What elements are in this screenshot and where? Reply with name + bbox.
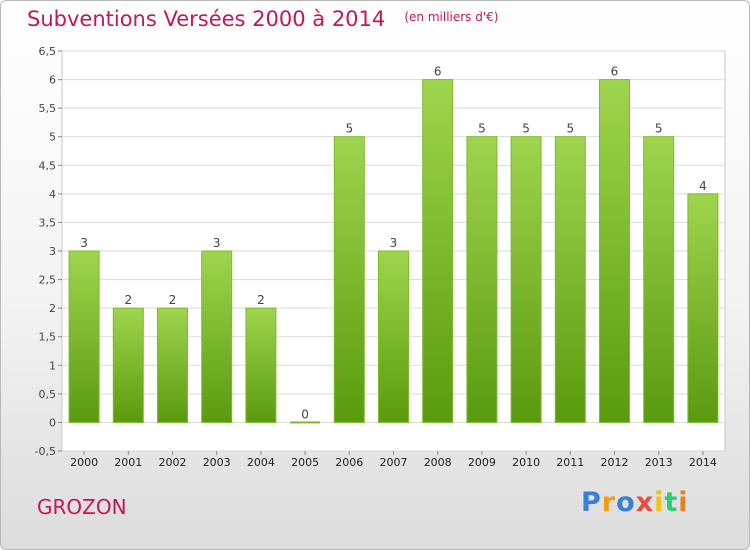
bar <box>157 307 188 423</box>
tick-label-y: 4 <box>49 188 56 201</box>
tick-label-y: -0,5 <box>35 445 56 458</box>
data-label: 2 <box>169 293 177 307</box>
data-label: 4 <box>699 179 707 193</box>
tick-label-y: 0 <box>49 416 56 429</box>
logo-letter: P <box>581 487 602 518</box>
logo-letter: o <box>616 487 636 518</box>
logo-letter: i <box>654 487 665 518</box>
tick-label-y: 2,5 <box>39 274 57 287</box>
logo-letter: t <box>664 487 679 518</box>
tick-label-x: 2001 <box>114 456 142 469</box>
tick-label-x: 2006 <box>335 456 363 469</box>
tick-label-x: 2010 <box>512 456 540 469</box>
data-label: 6 <box>611 65 619 79</box>
tick-label-x: 2008 <box>424 456 452 469</box>
chart-title: Subventions Versées 2000 à 2014 <box>27 7 386 31</box>
data-label: 5 <box>478 122 486 136</box>
bar <box>68 250 100 423</box>
bar <box>333 136 365 423</box>
tick-label-x: 2004 <box>247 456 275 469</box>
data-label: 3 <box>80 236 88 250</box>
tick-label-y: 3,5 <box>39 216 57 229</box>
tick-label-x: 2011 <box>556 456 584 469</box>
tick-label-x: 2002 <box>159 456 187 469</box>
bar <box>687 193 719 423</box>
chart-unit-note: (en milliers d'€) <box>404 10 499 24</box>
tick-label-x: 2005 <box>291 456 319 469</box>
data-label: 3 <box>213 236 221 250</box>
tick-label-x: 2013 <box>645 456 673 469</box>
tick-label-y: 6 <box>49 74 56 87</box>
bar <box>643 136 675 423</box>
tick-label-x: 2003 <box>203 456 231 469</box>
tick-label-y: 0,5 <box>39 388 57 401</box>
bar <box>245 307 277 423</box>
tick-label-x: 2007 <box>380 456 408 469</box>
logo-letter: i <box>678 487 689 518</box>
data-label: 2 <box>257 293 265 307</box>
logo-letter: x <box>635 487 655 518</box>
bar <box>554 136 586 423</box>
proxiti-logo: Proxiti <box>581 487 689 518</box>
bar <box>201 250 233 423</box>
tick-label-y: 5,5 <box>39 102 57 115</box>
data-label: 0 <box>301 407 309 421</box>
tick-label-x: 2009 <box>468 456 496 469</box>
logo-letter: r <box>601 487 617 518</box>
tick-label-y: 1 <box>49 359 56 372</box>
bar <box>290 421 321 424</box>
tick-label-y: 4,5 <box>39 159 57 172</box>
bar <box>112 307 144 423</box>
bar <box>422 79 454 423</box>
tick-label-y: 5 <box>49 131 56 144</box>
tick-label-x: 2014 <box>689 456 717 469</box>
data-label: 2 <box>124 293 132 307</box>
tick-label-x: 2012 <box>601 456 629 469</box>
tick-label-x: 2000 <box>70 456 98 469</box>
bar <box>466 136 498 423</box>
commune-name: GROZON <box>37 495 127 519</box>
bar <box>510 136 542 423</box>
bar <box>378 250 409 423</box>
data-label: 5 <box>522 122 530 136</box>
bar <box>599 79 630 423</box>
data-label: 5 <box>345 122 353 136</box>
data-label: 5 <box>566 122 574 136</box>
data-label: 3 <box>390 236 398 250</box>
data-label: 5 <box>655 122 663 136</box>
tick-label-y: 6,5 <box>39 45 57 58</box>
tick-label-y: 3 <box>49 245 56 258</box>
tick-label-y: 1,5 <box>39 331 57 344</box>
tick-label-y: 2 <box>49 302 56 315</box>
chart-title-block: Subventions Versées 2000 à 2014 (en mill… <box>27 7 498 31</box>
data-label: 6 <box>434 65 442 79</box>
